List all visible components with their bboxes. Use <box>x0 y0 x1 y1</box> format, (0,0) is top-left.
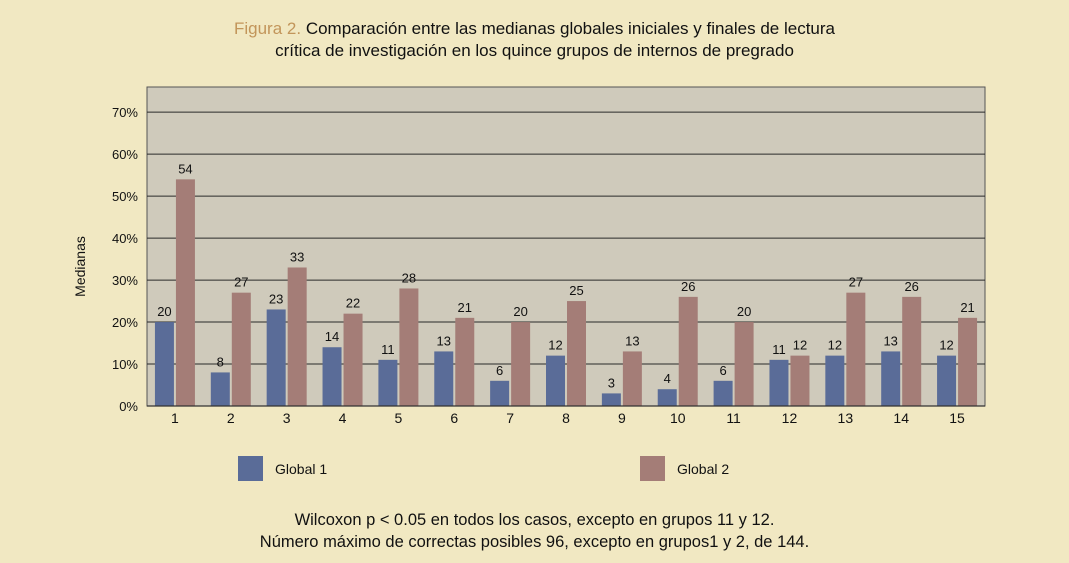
x-tick-label: 5 <box>395 410 403 426</box>
bar-global1 <box>601 393 621 406</box>
y-tick-label: 10% <box>112 357 138 372</box>
data-label: 21 <box>458 300 472 315</box>
title-line-1: Figura 2. Comparación entre las medianas… <box>0 18 1069 40</box>
x-tick-label: 12 <box>782 410 798 426</box>
data-label: 20 <box>513 304 527 319</box>
x-tick-label: 15 <box>949 410 965 426</box>
x-tick-label: 2 <box>227 410 235 426</box>
y-tick-label: 40% <box>112 231 138 246</box>
legend-label-global1: Global 1 <box>275 461 327 477</box>
bar-global2 <box>734 322 754 406</box>
data-label: 23 <box>269 291 283 306</box>
bar-global2 <box>678 296 698 406</box>
data-label: 12 <box>828 338 842 353</box>
bar-global1 <box>713 380 733 406</box>
bar-global1 <box>769 359 789 406</box>
data-label: 3 <box>608 375 615 390</box>
legend-swatch-global2 <box>640 456 665 481</box>
y-tick-label: 70% <box>112 105 138 120</box>
data-label: 12 <box>548 338 562 353</box>
x-tick-label: 14 <box>893 410 909 426</box>
data-label: 13 <box>437 333 451 348</box>
bar-global2 <box>399 288 419 406</box>
data-label: 12 <box>793 338 807 353</box>
y-tick-label: 20% <box>112 315 138 330</box>
data-label: 21 <box>960 300 974 315</box>
data-label: 6 <box>496 363 503 378</box>
bar-global1 <box>881 351 901 406</box>
y-tick-label: 0% <box>119 399 138 414</box>
y-tick-label: 60% <box>112 147 138 162</box>
bar-global1 <box>154 322 174 406</box>
bar-global1 <box>546 355 565 406</box>
figure-label: Figura 2. <box>233 19 302 38</box>
data-label: 54 <box>178 161 192 176</box>
bar-global2 <box>175 179 195 406</box>
data-label: 11 <box>381 342 395 357</box>
bar-global2 <box>902 296 922 406</box>
bar-global2 <box>231 292 251 406</box>
data-label: 28 <box>402 270 416 285</box>
data-label: 13 <box>883 333 897 348</box>
x-tick-label: 8 <box>562 410 570 426</box>
data-label: 12 <box>939 338 953 353</box>
x-tick-label: 13 <box>838 410 854 426</box>
data-label: 20 <box>157 304 171 319</box>
data-label: 14 <box>325 329 339 344</box>
legend-swatch-global1 <box>238 456 263 481</box>
figure-title: Figura 2. Comparación entre las medianas… <box>0 18 1069 62</box>
x-tick-label: 3 <box>283 410 291 426</box>
y-tick-label: 30% <box>112 273 138 288</box>
bar-global2 <box>511 322 531 406</box>
data-label: 33 <box>290 249 304 264</box>
x-tick-label: 6 <box>450 410 458 426</box>
x-tick-label: 1 <box>171 410 179 426</box>
x-tick-label: 11 <box>726 410 741 426</box>
y-tick-label: 50% <box>112 189 138 204</box>
bar-global2 <box>846 292 866 406</box>
bar-global2 <box>958 317 978 406</box>
footnote-max-correct: Número máximo de correctas posibles 96, … <box>259 533 810 551</box>
bar-global1 <box>210 372 230 406</box>
bar-global1 <box>434 351 454 406</box>
x-tick-label: 9 <box>618 410 626 426</box>
data-label: 11 <box>772 342 786 357</box>
x-tick-label: 7 <box>506 410 514 426</box>
bar-global2 <box>622 351 642 406</box>
bar-global1 <box>266 309 286 406</box>
bar-global1 <box>937 355 957 406</box>
data-label: 6 <box>719 363 726 378</box>
bar-global2 <box>790 355 810 406</box>
y-axis-label: Medianas <box>72 236 88 297</box>
data-label: 8 <box>217 354 224 369</box>
data-label: 26 <box>904 279 918 294</box>
x-tick-label: 10 <box>670 410 686 426</box>
bar-global2 <box>343 313 363 406</box>
legend-label-global2: Global 2 <box>677 461 729 477</box>
data-label: 22 <box>346 296 360 311</box>
bar-global1 <box>490 380 510 406</box>
bar-global2 <box>287 267 307 406</box>
bar-global1 <box>657 389 677 406</box>
data-label: 13 <box>625 333 639 348</box>
data-label: 20 <box>737 304 751 319</box>
title-text-1: Comparación entre las medianas globales … <box>305 19 835 38</box>
bar-global1 <box>825 355 845 406</box>
data-label: 27 <box>849 275 863 290</box>
plot-area <box>146 86 986 407</box>
data-label: 25 <box>569 283 583 298</box>
data-label: 26 <box>681 279 695 294</box>
bar-global1 <box>378 359 398 406</box>
data-label: 4 <box>664 371 671 386</box>
bar-global1 <box>322 347 342 406</box>
bar-global2 <box>567 301 586 406</box>
title-line-2: crítica de investigación en los quince g… <box>275 41 794 60</box>
x-tick-label: 4 <box>339 410 347 426</box>
data-label: 27 <box>234 275 248 290</box>
bar-global2 <box>455 317 475 406</box>
footnote-wilcoxon: Wilcoxon p < 0.05 en todos los casos, ex… <box>294 511 775 529</box>
